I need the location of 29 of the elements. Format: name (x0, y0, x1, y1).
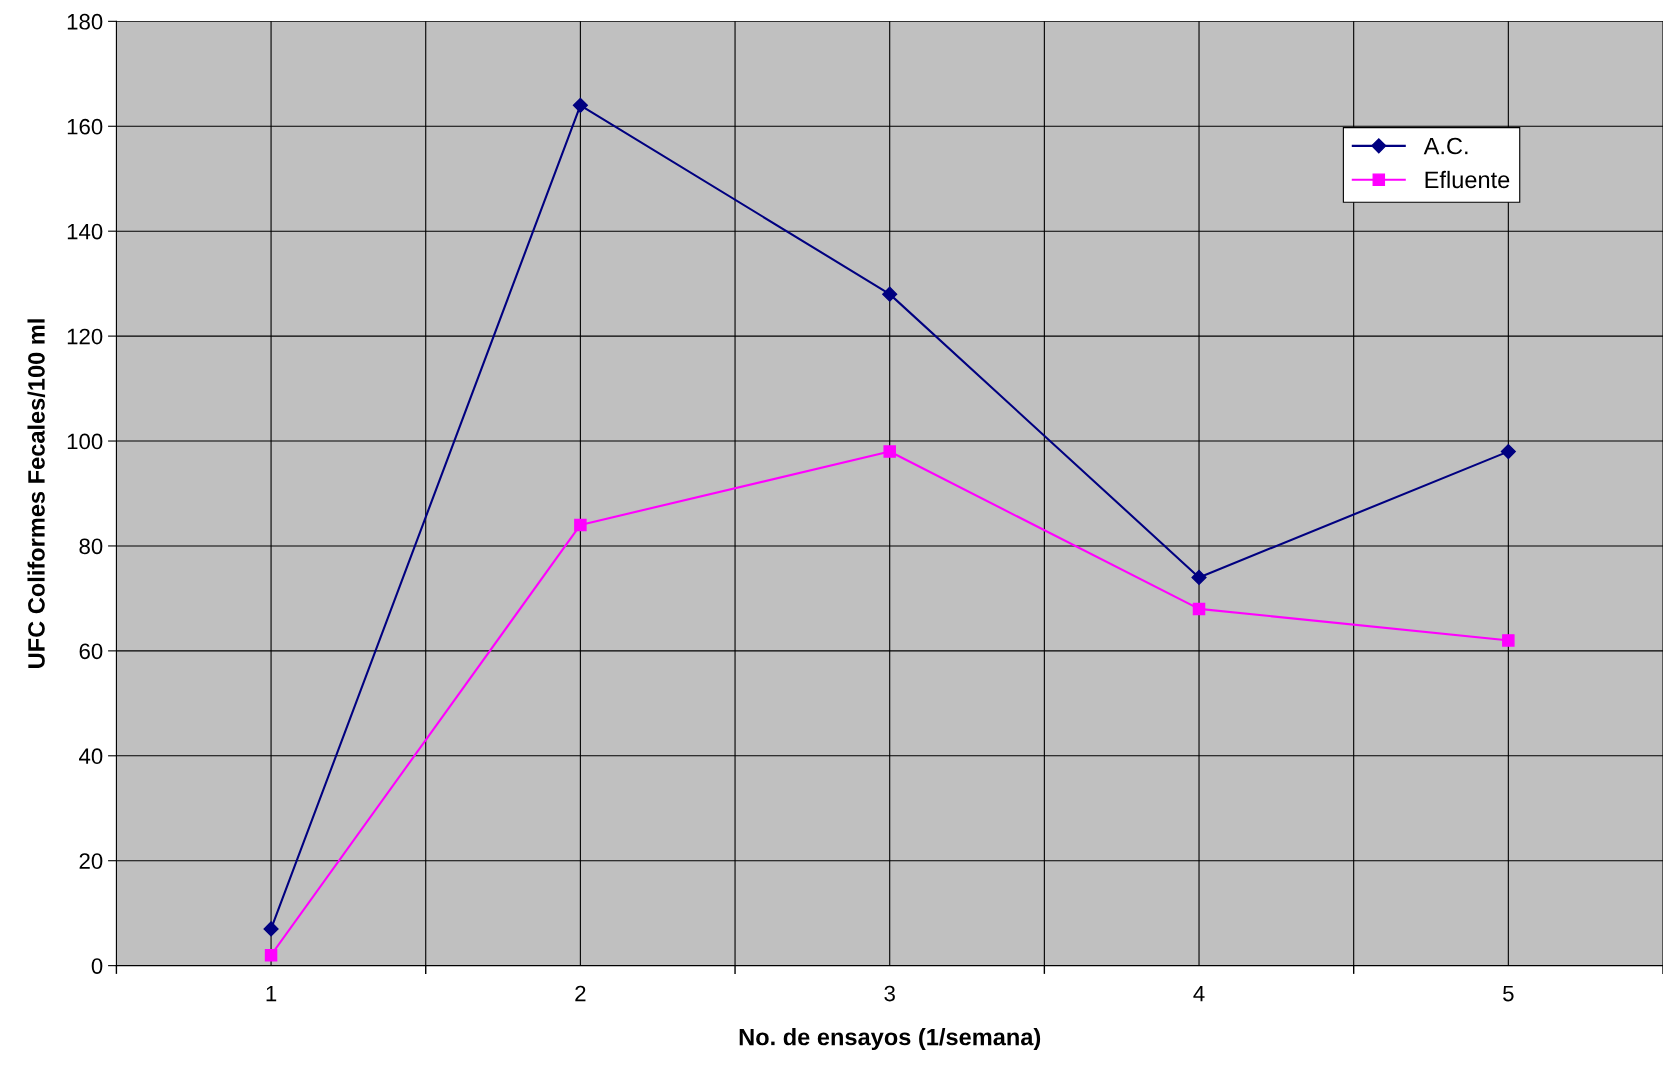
x-tick-label: 1 (266, 985, 277, 1002)
point (1192, 602, 1206, 616)
point (883, 445, 896, 458)
point (882, 286, 898, 302)
legend-label: Efluente (1425, 170, 1510, 189)
x-tick-label: 3 (884, 985, 895, 1002)
point (1191, 569, 1207, 585)
point (263, 921, 279, 937)
y-tick-label: 0 (91, 958, 103, 974)
point (264, 948, 278, 962)
point (1502, 634, 1515, 647)
y-tick-label: 100 (67, 433, 103, 450)
y-tick-label: 180 (67, 13, 103, 30)
y-tick-label: 80 (79, 538, 103, 555)
legend-label: A.C. (1423, 137, 1468, 155)
y-tick-label: 20 (79, 853, 103, 869)
point (572, 97, 588, 113)
x-tick-label: 4 (1193, 985, 1205, 1002)
y-tick-label: 140 (67, 223, 103, 240)
y-tick-label: 120 (67, 328, 103, 345)
point (1500, 443, 1516, 460)
y-tick-label: 40 (79, 748, 103, 765)
x-axis-title: No. de ensayos (1/semana) (739, 1028, 1041, 1051)
x-tick-label: 5 (1503, 985, 1514, 1002)
y-tick-label: 60 (79, 643, 103, 660)
point (574, 518, 587, 532)
y-tick-label: 160 (67, 118, 103, 135)
y-axis-title: UFC Coliformes Fecales/100 ml (27, 319, 46, 668)
x-tick-label: 2 (575, 985, 586, 1002)
